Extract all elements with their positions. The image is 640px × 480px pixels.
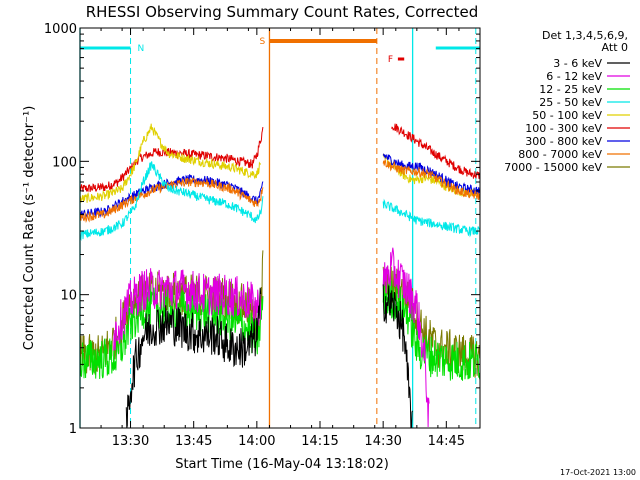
series-line bbox=[382, 284, 413, 429]
series-7 bbox=[113, 247, 430, 428]
marker-label-f: F bbox=[388, 55, 393, 65]
legend-header: Att 0 bbox=[602, 41, 628, 54]
y-tick-label: 1000 bbox=[44, 22, 77, 37]
series-3 bbox=[79, 159, 481, 223]
legend-entry-label: 6 - 12 keV bbox=[546, 70, 602, 83]
series-line bbox=[382, 198, 481, 238]
legend-entry-label: 800 - 7000 keV bbox=[518, 148, 602, 161]
series-8 bbox=[125, 284, 413, 429]
series-0 bbox=[79, 123, 481, 192]
series-line bbox=[113, 268, 262, 351]
y-tick-label: 10 bbox=[60, 289, 77, 304]
legend-entry-label: 50 - 100 keV bbox=[532, 109, 602, 122]
x-tick-label: 14:15 bbox=[301, 434, 338, 449]
chart-title: RHESSI Observing Summary Count Rates, Co… bbox=[86, 3, 479, 21]
series-line bbox=[382, 247, 430, 428]
series-4 bbox=[79, 161, 481, 242]
y-axis-label: Corrected Count Rate (s⁻¹ detector⁻¹) bbox=[22, 106, 37, 351]
x-tick-label: 14:45 bbox=[428, 434, 465, 449]
series-line bbox=[125, 287, 262, 429]
legend-entry-label: 100 - 300 keV bbox=[525, 122, 602, 135]
series-line bbox=[79, 161, 264, 242]
series-line bbox=[382, 159, 481, 200]
y-axis: 1 10 100 1000 bbox=[44, 22, 480, 437]
x-tick-label: 13:30 bbox=[112, 434, 149, 449]
y-tick-label: 100 bbox=[52, 155, 77, 170]
plot-area: N S F bbox=[79, 28, 481, 429]
x-tick-label: 14:30 bbox=[364, 434, 401, 449]
y-tick-label: 1 bbox=[69, 422, 77, 437]
x-tick-label: 13:45 bbox=[175, 434, 212, 449]
series-line bbox=[79, 177, 264, 223]
series-line bbox=[79, 127, 264, 192]
legend-entry-label: 25 - 50 keV bbox=[539, 96, 602, 109]
legend-entry-label: 300 - 800 keV bbox=[525, 135, 602, 148]
legend-header: Det 1,3,4,5,6,9, bbox=[542, 29, 628, 42]
x-axis-label: Start Time (16-May-04 13:18:02) bbox=[175, 457, 389, 472]
legend-entry-label: 7000 - 15000 keV bbox=[504, 161, 602, 174]
marker-label-n: N bbox=[138, 44, 145, 54]
series-line bbox=[79, 123, 261, 203]
series-line bbox=[391, 123, 481, 180]
footer-timestamp: 17-Oct-2021 13:00 bbox=[560, 468, 636, 477]
x-axis: 13:30 13:45 14:00 14:15 14:30 14:45 bbox=[79, 28, 481, 449]
marker-label-s: S bbox=[259, 37, 265, 47]
legend-entry-label: 3 - 6 keV bbox=[553, 57, 602, 70]
legend-entry-label: 12 - 25 keV bbox=[539, 83, 602, 96]
x-tick-label: 14:00 bbox=[238, 434, 275, 449]
plot-frame bbox=[79, 27, 481, 429]
